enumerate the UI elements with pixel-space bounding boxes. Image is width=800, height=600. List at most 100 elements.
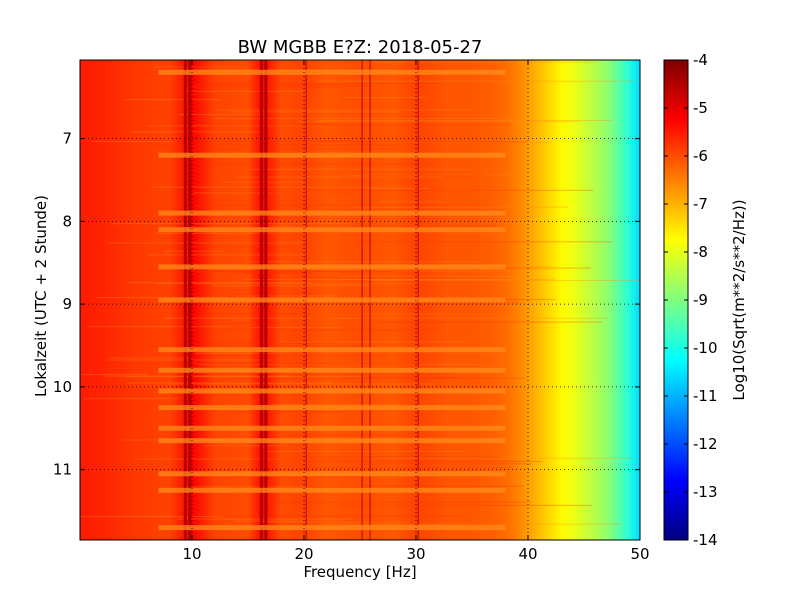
texture-streak [155,283,419,285]
texture-streak [338,504,593,506]
texture-streak [298,121,580,123]
texture-streak [165,250,226,252]
texture-streak [185,192,330,194]
texture-streak [375,141,552,143]
texture-streak [233,217,314,219]
y-tick-label: 9 [62,295,72,313]
light-band [158,297,506,303]
texture-streak [197,373,453,375]
texture-streak [364,175,487,177]
colorbar-label: Log10(Sqrt(m**2/s**2/Hz)) [730,199,748,400]
texture-streak [352,206,569,208]
light-band [158,347,506,353]
texture-streak [277,148,398,150]
light-band [158,471,506,477]
texture-streak [297,124,511,126]
texture-streak [123,99,222,101]
x-tick-label: 50 [630,545,649,563]
texture-streak [102,271,416,273]
texture-streak [310,189,594,191]
texture-streak [379,201,444,203]
texture-streak [88,218,165,220]
texture-streak [80,516,223,517]
light-band [158,264,506,270]
texture-streak [340,377,461,378]
light-band [158,367,506,373]
texture-streak [316,80,634,82]
chart-title: BW MGBB E?Z: 2018-05-27 [238,37,483,58]
texture-streak [128,93,213,95]
texture-streak [377,321,603,323]
texture-streak [375,457,633,459]
texture-streak [265,501,532,503]
texture-streak [226,60,406,62]
texture-streak [204,476,364,478]
colorbar-tick-label: -6 [693,147,708,165]
light-band [158,152,506,158]
texture-streak [301,276,450,278]
texture-streak [318,141,528,143]
texture-streak [195,204,492,206]
light-band [158,425,506,431]
light-band [158,69,506,75]
texture-streak [228,111,398,113]
texture-streak [80,140,360,142]
texture-streak [229,377,526,379]
texture-streak [155,292,320,294]
texture-streak [366,188,429,189]
texture-streak [163,317,314,319]
light-band [158,405,506,411]
texture-streak [339,276,514,277]
texture-streak [213,118,522,119]
texture-streak [154,246,296,248]
y-axis-label: Lokalzeit (UTC + 2 Stunde) [32,195,50,397]
texture-streak [84,398,179,400]
texture-streak [234,520,304,522]
texture-streak [133,458,283,460]
texture-streak [178,114,265,116]
x-axis-label: Frequency [Hz] [303,563,416,581]
texture-streak [111,223,351,225]
y-axis: 7 8 9 10 11 [53,130,640,479]
texture-streak [303,456,501,458]
texture-streak [209,355,390,357]
texture-streak [203,445,286,447]
texture-streak [127,282,313,284]
colorbar-tick-label: -13 [693,483,718,501]
texture-streak [147,254,309,256]
texture-streak [195,352,278,354]
y-tick-label: 8 [62,212,72,230]
texture-streak [203,82,441,84]
light-band [158,210,506,216]
texture-streak [370,280,640,281]
light-band [158,438,506,444]
texture-streak [291,225,497,227]
texture-streak [123,345,361,347]
texture-streak [236,176,445,178]
light-band [158,388,506,394]
texture-streak [83,124,338,126]
light-band [158,525,506,531]
texture-streak [248,295,339,297]
x-tick-label: 10 [182,545,201,563]
texture-streak [216,109,473,111]
texture-streak [107,242,303,244]
texture-streak [244,272,310,274]
colorbar-tick-label: -9 [693,291,708,309]
x-tick-label: 20 [294,545,313,563]
texture-streak [157,87,347,89]
texture-streak [255,192,350,194]
texture-streak [212,341,296,343]
texture-streak [204,289,267,291]
texture-streak [318,120,611,121]
colorbar-tick-label: -12 [693,435,718,453]
y-tick-label: 11 [53,461,72,479]
texture-streak [305,467,514,469]
texture-streak [168,383,437,385]
colorbar-tick-label: -5 [693,99,708,117]
texture-streak [341,279,555,280]
texture-streak [193,271,394,272]
texture-streak [246,279,541,280]
texture-streak [249,168,469,170]
